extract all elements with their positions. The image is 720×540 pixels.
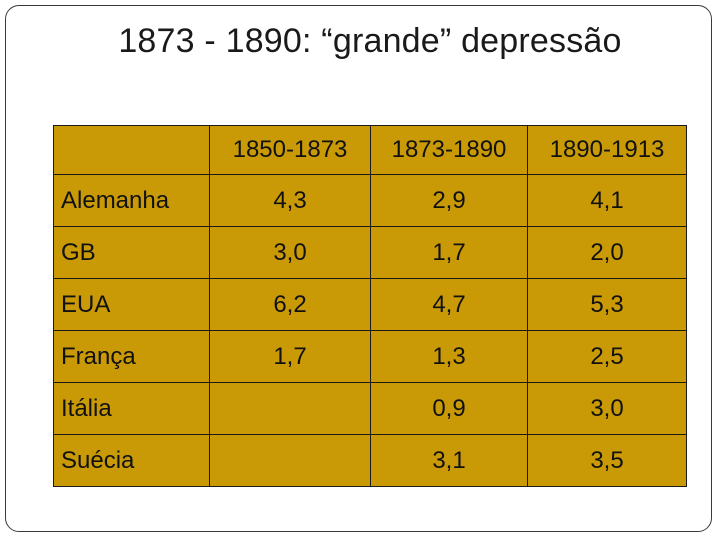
table-row: Itália 0,9 3,0 [53, 382, 687, 435]
value-cell: 5,3 [527, 278, 687, 331]
value-cell: 3,5 [527, 434, 687, 487]
slide-title: 1873 - 1890: “grande” depressão [118, 22, 622, 60]
value-cell: 2,9 [370, 174, 528, 227]
value-cell: 3,0 [527, 382, 687, 435]
value-cell: 1,7 [209, 330, 371, 383]
header-cell-1873-1890: 1873-1890 [370, 125, 528, 175]
country-cell: EUA [53, 278, 210, 331]
table-row: Suécia 3,1 3,5 [53, 434, 687, 487]
header-cell-1850-1873: 1850-1873 [209, 125, 371, 175]
country-cell: Itália [53, 382, 210, 435]
value-cell: 6,2 [209, 278, 371, 331]
table-row: EUA 6,2 4,7 5,3 [53, 278, 687, 331]
value-cell: 2,5 [527, 330, 687, 383]
country-cell: Suécia [53, 434, 210, 487]
country-cell: Alemanha [53, 174, 210, 227]
table-header-row: 1850-1873 1873-1890 1890-1913 [53, 125, 687, 175]
value-cell: 3,1 [370, 434, 528, 487]
value-cell: 4,1 [527, 174, 687, 227]
value-cell: 2,0 [527, 226, 687, 279]
header-cell-1890-1913: 1890-1913 [527, 125, 687, 175]
value-cell: 4,3 [209, 174, 371, 227]
header-cell-corner [53, 125, 210, 175]
value-cell [209, 382, 371, 435]
value-cell: 3,0 [209, 226, 371, 279]
country-cell: França [53, 330, 210, 383]
value-cell: 1,7 [370, 226, 528, 279]
value-cell: 1,3 [370, 330, 528, 383]
value-cell [209, 434, 371, 487]
table-row: França 1,7 1,3 2,5 [53, 330, 687, 383]
value-cell: 0,9 [370, 382, 528, 435]
value-cell: 4,7 [370, 278, 528, 331]
table-row: GB 3,0 1,7 2,0 [53, 226, 687, 279]
table-row: Alemanha 4,3 2,9 4,1 [53, 174, 687, 227]
country-cell: GB [53, 226, 210, 279]
growth-table: 1850-1873 1873-1890 1890-1913 Alemanha 4… [53, 125, 687, 487]
